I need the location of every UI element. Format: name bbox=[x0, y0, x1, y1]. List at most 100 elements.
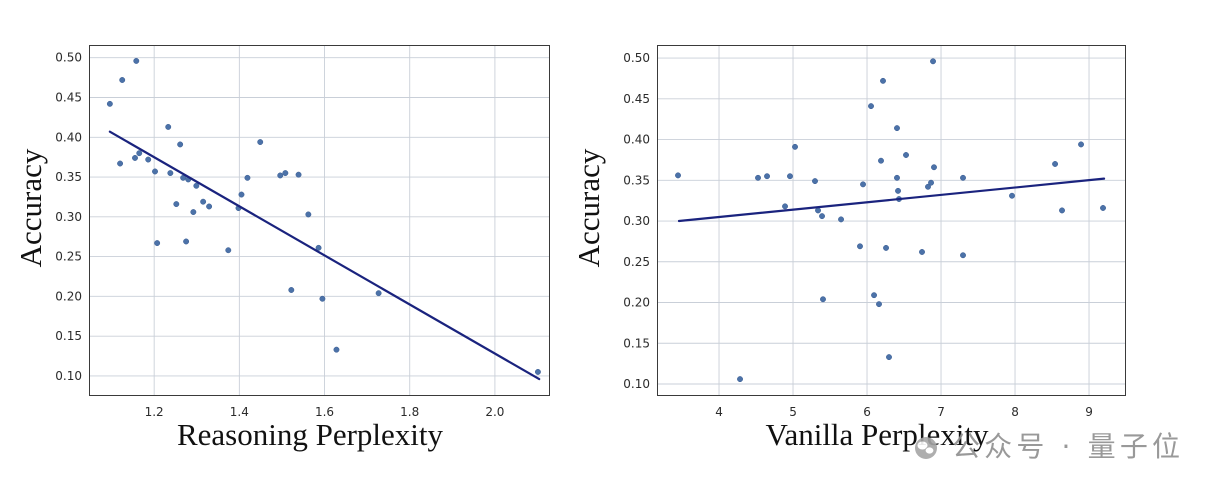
fit-line-layer bbox=[108, 130, 541, 381]
x-tick-label: 6 bbox=[863, 405, 871, 419]
frame-layer bbox=[657, 45, 1126, 396]
data-point bbox=[315, 244, 322, 251]
data-point bbox=[860, 181, 866, 188]
y-tick-label: 0.50 bbox=[623, 51, 650, 65]
x-tick-labels: 4 5 6 7 8 9 bbox=[715, 405, 1093, 419]
data-point bbox=[375, 290, 382, 297]
data-point bbox=[277, 172, 284, 179]
data-point bbox=[755, 174, 761, 181]
data-point bbox=[1078, 141, 1084, 148]
data-point bbox=[225, 247, 232, 254]
data-point bbox=[792, 143, 798, 150]
data-point bbox=[244, 174, 251, 181]
data-point bbox=[177, 141, 184, 148]
data-point bbox=[190, 209, 197, 216]
data-point bbox=[876, 301, 882, 308]
plot-frame bbox=[89, 45, 550, 396]
y-tick-label: 0.20 bbox=[55, 289, 82, 303]
y-tick-label: 0.35 bbox=[623, 173, 650, 187]
fit-line-layer bbox=[677, 177, 1106, 223]
data-point bbox=[931, 164, 937, 171]
fit-line bbox=[677, 177, 1106, 223]
data-point bbox=[305, 211, 312, 218]
data-point bbox=[119, 77, 126, 83]
data-point bbox=[919, 249, 925, 255]
data-point bbox=[132, 155, 138, 161]
x-tick-label: 1.4 bbox=[230, 405, 249, 419]
x-tick-labels: 1.2 1.4 1.6 1.8 2.0 bbox=[145, 405, 505, 419]
y-tick-label: 0.35 bbox=[55, 170, 82, 184]
data-point bbox=[295, 171, 302, 178]
y-tick-label: 0.45 bbox=[55, 91, 82, 105]
data-point bbox=[815, 207, 821, 214]
data-point bbox=[675, 172, 681, 179]
data-point bbox=[925, 183, 931, 190]
data-point bbox=[857, 243, 863, 250]
y-tick-label: 0.45 bbox=[623, 92, 650, 106]
data-point bbox=[136, 150, 143, 157]
data-point bbox=[319, 295, 326, 302]
data-point bbox=[886, 354, 892, 361]
scatter-chart-left: 1.2 1.4 1.6 1.8 2.0 0.10 0.15 0.20 0.25 0.30 0.35… bbox=[13, 45, 550, 452]
data-point bbox=[133, 57, 140, 64]
wechat-icon-bubble bbox=[917, 441, 928, 450]
data-point bbox=[333, 346, 340, 353]
y-tick-label: 0.25 bbox=[623, 255, 650, 269]
fit-line bbox=[108, 130, 541, 381]
data-point bbox=[152, 168, 158, 175]
data-point bbox=[812, 178, 818, 185]
data-point bbox=[1009, 192, 1015, 199]
data-point bbox=[895, 187, 901, 194]
data-point bbox=[238, 191, 245, 198]
x-axis-label: Vanilla Perplexity bbox=[766, 417, 989, 452]
data-point bbox=[206, 203, 213, 210]
y-tick-label: 0.25 bbox=[55, 250, 82, 264]
x-tick-label: 1.8 bbox=[400, 405, 419, 419]
x-tick-label: 8 bbox=[1011, 405, 1019, 419]
wechat-icon bbox=[915, 437, 937, 459]
data-point bbox=[1052, 161, 1059, 167]
watermark: 公众号 · 量子位 bbox=[915, 430, 1180, 463]
y-tick-label: 0.30 bbox=[55, 210, 82, 224]
data-point bbox=[737, 376, 743, 383]
data-points bbox=[675, 58, 1106, 383]
y-tick-labels: 0.10 0.15 0.20 0.25 0.30 0.35 0.40 0.45 0.50 bbox=[55, 51, 82, 383]
x-tick-label: 5 bbox=[789, 405, 797, 419]
data-point bbox=[960, 252, 966, 259]
frame-layer bbox=[89, 45, 550, 396]
data-point bbox=[106, 100, 113, 107]
y-tick-label: 0.15 bbox=[623, 336, 650, 350]
data-point bbox=[883, 244, 889, 251]
data-point bbox=[928, 179, 934, 186]
data-point bbox=[154, 240, 161, 247]
data-point bbox=[819, 213, 825, 220]
data-point bbox=[880, 77, 886, 84]
watermark-text: 公众号 · 量子位 bbox=[952, 430, 1180, 463]
data-point bbox=[257, 139, 264, 146]
data-point bbox=[894, 174, 900, 181]
data-point bbox=[871, 292, 877, 299]
data-point bbox=[183, 238, 190, 245]
x-tick-label: 1.6 bbox=[315, 405, 334, 419]
data-points bbox=[106, 57, 541, 375]
data-point bbox=[764, 173, 770, 180]
grid bbox=[89, 45, 549, 395]
x-tick-label: 4 bbox=[715, 405, 723, 419]
y-axis-label: Accuracy bbox=[13, 148, 48, 267]
data-point bbox=[1059, 207, 1065, 214]
x-tick-label: 2.0 bbox=[485, 405, 504, 419]
x-tick-label: 9 bbox=[1085, 405, 1093, 419]
x-tick-label: 1.2 bbox=[145, 405, 164, 419]
data-point bbox=[894, 125, 900, 132]
data-point bbox=[173, 201, 180, 208]
plot-frame bbox=[657, 45, 1126, 396]
data-point bbox=[282, 170, 289, 177]
y-tick-label: 0.40 bbox=[55, 130, 82, 144]
data-point bbox=[960, 174, 966, 181]
y-axis-label: Accuracy bbox=[571, 148, 606, 267]
data-point bbox=[167, 170, 174, 177]
y-tick-label: 0.50 bbox=[55, 51, 82, 65]
data-point bbox=[903, 152, 909, 158]
